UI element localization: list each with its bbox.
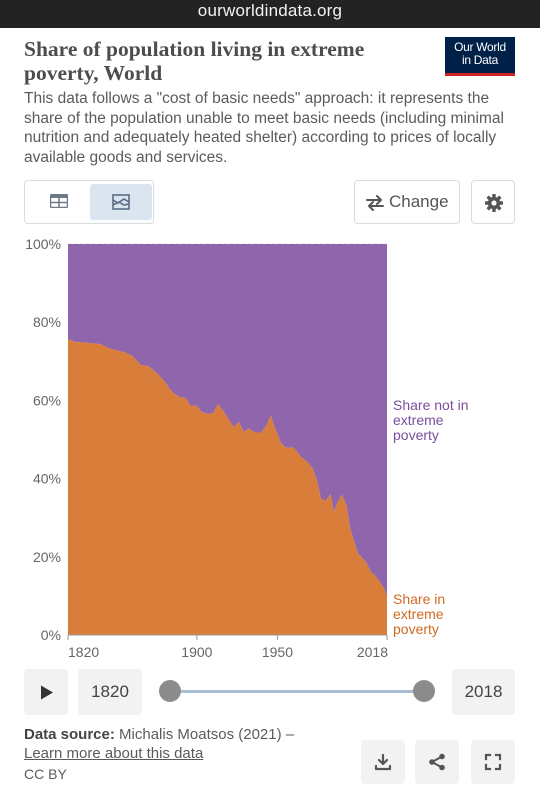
x-tick-label: 1820 [68,644,99,660]
share-button[interactable] [415,740,459,784]
source-label: Data source: [24,726,115,743]
y-tick-label: 60% [33,392,61,408]
table-icon [50,194,68,208]
x-tick-label: 1900 [181,644,212,660]
chart-area: 0% 20% 40% 60% 80% 100% 1820 1900 1950 2018 Share … [0,232,540,660]
y-tick-label: 100% [25,236,61,252]
logo-line-1: Our World [454,40,506,54]
change-entity-button[interactable]: Change [354,180,460,224]
browser-url-bar[interactable]: ourworldindata.org [0,0,540,28]
area-share-not-in-extreme-poverty [68,244,387,597]
tab-chart[interactable] [90,184,152,220]
y-tick-label: 40% [33,471,61,487]
swap-arrows-icon [366,195,384,211]
chart-title: Share of population living in extreme po… [24,37,365,85]
y-tick-label: 80% [33,314,61,330]
series-label-in-poverty: Share in [393,591,445,607]
x-tick-label: 2018 [357,644,388,660]
view-tabs [24,180,154,224]
expand-icon [484,753,502,771]
series-label-not-in-poverty: poverty [393,427,439,443]
timeline-end-handle[interactable] [413,680,435,702]
x-tick-label: 1950 [262,644,293,660]
timeline-track[interactable] [170,690,424,693]
stacked-area-chart[interactable]: 0% 20% 40% 60% 80% 100% 1820 1900 1950 2018 Share … [0,232,540,660]
change-label: Change [389,192,449,211]
url-text: ourworldindata.org [197,1,343,20]
end-year-label[interactable]: 2018 [452,669,515,715]
play-button[interactable] [24,669,68,715]
y-tick-label: 20% [33,549,61,565]
timeline-start-handle[interactable] [159,680,181,702]
y-tick-label: 0% [41,627,61,643]
series-label-not-in-poverty: Share not in [393,397,469,413]
play-icon [41,685,53,700]
settings-button[interactable] [471,180,515,224]
timeline: 1820 2018 [0,669,540,715]
fullscreen-button[interactable] [471,740,515,784]
download-icon [374,753,392,771]
start-year-label[interactable]: 1820 [78,669,142,715]
license-text: CC BY [24,766,67,782]
tab-table[interactable] [28,184,90,220]
source-text: Michalis Moatsos (2021) – [119,726,295,743]
logo-line-2: in Data [462,53,498,67]
gear-icon [485,194,503,212]
download-button[interactable] [361,740,405,784]
area-chart-icon [112,194,130,210]
chart-subtitle: This data follows a "cost of basic needs… [24,90,504,166]
data-source: Data source: Michalis Moatsos (2021) – [24,725,294,744]
share-icon [429,753,445,771]
series-label-in-poverty: poverty [393,621,439,637]
owid-logo[interactable]: Our World in Data [445,37,515,76]
area-share-in-extreme-poverty [68,339,387,635]
series-label-not-in-poverty: extreme [393,412,444,428]
learn-more-link[interactable]: Learn more about this data [24,745,204,762]
series-label-in-poverty: extreme [393,606,444,622]
